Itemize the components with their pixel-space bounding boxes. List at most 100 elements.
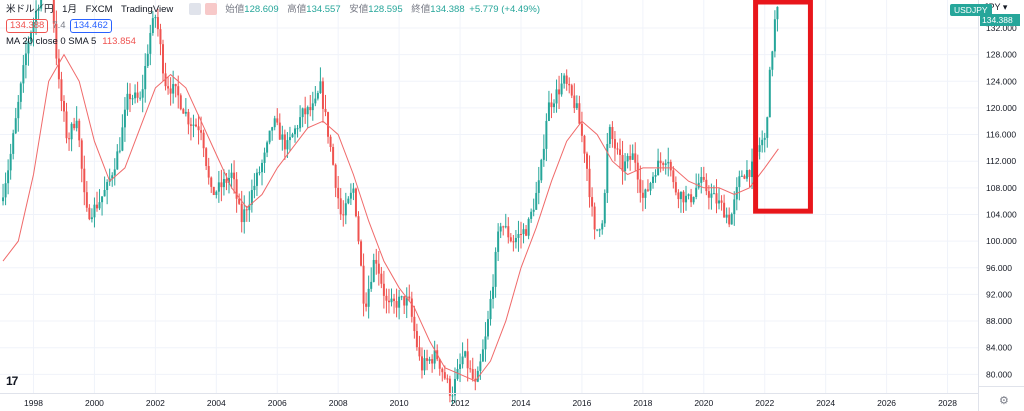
candle-body: [619, 149, 622, 156]
candle-body: [484, 336, 487, 350]
candle-body: [131, 98, 134, 100]
candle-body: [106, 181, 109, 190]
candle-body: [57, 58, 60, 80]
candle-body: [720, 200, 723, 203]
candle-body: [682, 191, 685, 203]
candle-body: [311, 103, 314, 111]
ma-line: [2, 53, 779, 382]
spread-value: 7.4: [52, 20, 66, 31]
gear-icon[interactable]: ⚙: [999, 395, 1009, 407]
candle-body: [233, 172, 236, 180]
candle-body: [621, 155, 624, 172]
candle-body: [639, 179, 642, 193]
candle-body: [575, 103, 578, 109]
candle-body: [550, 102, 553, 108]
x-tick-label: 2028: [938, 398, 957, 408]
candle-body: [342, 214, 345, 216]
time-axis[interactable]: 1998 2000 2002 2004 2006 2008 2010 2012 2014 2016…: [0, 393, 978, 409]
y-tick-label: 92.000: [986, 289, 1012, 299]
candle-body: [652, 176, 655, 184]
buy-button[interactable]: 134.462: [69, 19, 112, 33]
candle-body: [415, 331, 418, 348]
candle-body: [603, 192, 606, 224]
candle-body: [748, 170, 751, 178]
candle-body: [347, 198, 350, 204]
candle-body: [547, 102, 550, 121]
candle-body: [611, 127, 614, 140]
candle-body: [446, 378, 449, 380]
y-tick-label: 112.000: [986, 156, 1016, 166]
candle-body: [507, 226, 510, 238]
candle-body: [162, 44, 164, 74]
x-tick-label: 1998: [24, 398, 43, 408]
candle-body: [301, 108, 304, 118]
candle-body: [360, 241, 363, 266]
tradingview-logo[interactable]: 17: [6, 374, 18, 388]
candle-body: [220, 182, 223, 188]
candle-body: [121, 127, 124, 151]
candle-body: [304, 108, 307, 115]
candle-body: [540, 159, 543, 181]
candle-body: [296, 128, 299, 130]
exchange-label: FXCM: [85, 4, 113, 15]
candle-body: [659, 160, 662, 164]
candle-body: [542, 148, 545, 160]
candle-body: [443, 372, 446, 379]
candle-body: [7, 170, 10, 184]
sell-button[interactable]: 134.388: [6, 19, 49, 33]
menu-icon[interactable]: [205, 3, 218, 15]
close-value: 134.388: [430, 4, 465, 15]
candle-body: [601, 223, 604, 230]
ma-legend[interactable]: MA 20 close 0 SMA 5 113.854: [6, 34, 542, 50]
candle-body: [101, 196, 104, 203]
candle-body: [504, 226, 507, 228]
x-tick-label: 2002: [146, 398, 165, 408]
x-tick-label: 2026: [877, 398, 896, 408]
candle-body: [626, 155, 629, 162]
currency-selector[interactable]: JPY ▾: [984, 2, 1007, 13]
candle-body: [568, 83, 571, 86]
candle-body: [375, 259, 378, 264]
candle-body: [291, 134, 294, 138]
interval-label: 1月: [62, 4, 77, 15]
candle-body: [281, 134, 284, 140]
y-tick-label: 124.000: [986, 76, 1017, 86]
eye-icon[interactable]: [189, 3, 202, 15]
candle-body: [103, 189, 106, 197]
candle-body: [19, 83, 22, 102]
x-tick-label: 2008: [329, 398, 348, 408]
candle-body: [471, 369, 474, 379]
candle-body: [565, 75, 568, 84]
candle-body: [687, 194, 690, 196]
candle-body: [309, 107, 312, 111]
candle-body: [558, 89, 561, 95]
candle-body: [712, 193, 715, 195]
x-tick-label: 2006: [268, 398, 287, 408]
candle-body: [431, 359, 434, 364]
candle-body: [451, 395, 454, 397]
candle-body: [70, 123, 73, 140]
candle-body: [294, 128, 297, 135]
candle-body: [98, 202, 101, 209]
candle-body: [728, 214, 731, 225]
candle-body: [751, 161, 754, 178]
y-tick-label: 116.000: [986, 130, 1016, 140]
candle-body: [598, 229, 601, 231]
candle-body: [276, 118, 279, 123]
candle-body: [766, 117, 769, 138]
price-axis-bg: [978, 0, 1024, 411]
candle-body: [685, 195, 688, 203]
candle-body: [489, 298, 492, 320]
candle-body: [344, 203, 347, 216]
candle-body: [624, 161, 627, 172]
price-axis[interactable]: 80.000 84.000 88.000 92.000 96.000 100.000 104…: [978, 0, 1024, 411]
x-tick-label: 2004: [207, 398, 226, 408]
candle-body: [248, 204, 251, 211]
candle-body: [459, 364, 462, 369]
candle-body: [761, 139, 764, 146]
candle-body: [27, 41, 30, 54]
candle-body: [768, 69, 771, 118]
open-label: 始値: [225, 4, 245, 15]
symbol-title[interactable]: 米ドル／円 1月 FXCM TradingView: [6, 3, 179, 17]
